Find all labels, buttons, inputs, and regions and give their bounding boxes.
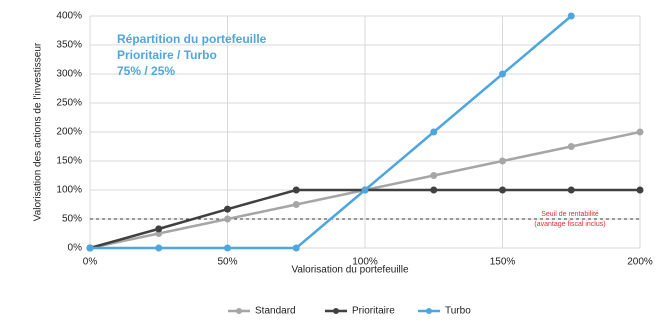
annotation: 75% / 25% (117, 64, 175, 78)
point (636, 128, 644, 136)
point (430, 128, 438, 136)
y-tick-label: 100% (56, 185, 82, 196)
x-tick-label: 100% (352, 257, 378, 268)
y-tick-label: 250% (56, 98, 82, 109)
legend-marker (426, 308, 432, 314)
x-tick-label: 200% (627, 257, 653, 268)
point (224, 215, 231, 223)
point (430, 172, 438, 179)
x-tick-label: 50% (217, 257, 237, 268)
legend-marker (333, 308, 339, 314)
point (636, 186, 644, 194)
y-tick-label: 400% (56, 11, 82, 22)
y-tick-label: 50% (62, 214, 82, 225)
point (499, 70, 506, 78)
point (224, 205, 231, 213)
series-line (90, 15, 573, 250)
point (155, 225, 163, 233)
y-tick-label: 300% (56, 69, 82, 80)
annotation: Répartition du portefeuille (117, 32, 267, 46)
point (292, 244, 300, 252)
point (361, 186, 369, 194)
point (567, 143, 575, 150)
y-tick-label: 150% (56, 156, 82, 167)
reference-sublabel: (avantage fiscal inclus) (534, 221, 605, 228)
legend-marker (236, 308, 242, 314)
point (224, 244, 231, 252)
legend-label: Turbo (445, 306, 471, 317)
point (567, 186, 575, 194)
y-tick-label: 200% (56, 127, 82, 138)
point (292, 201, 300, 208)
y-tick-label: 350% (56, 40, 82, 51)
x-tick-label: 150% (490, 257, 516, 268)
point (567, 12, 575, 20)
point (155, 244, 163, 252)
reference-label: Seuil de rentabilité (541, 211, 599, 218)
point (499, 157, 506, 165)
legend-label: Standard (255, 306, 296, 317)
annotation: Prioritaire / Turbo (117, 48, 217, 62)
point (430, 186, 438, 194)
y-tick-label: 0% (68, 243, 83, 254)
point (499, 186, 506, 194)
x-tick-label: 0% (83, 257, 98, 268)
point (86, 244, 94, 252)
y-axis-label: Valorisation des actions de l'investisse… (33, 42, 44, 221)
x-axis-label: Valorisation du portefeuille (291, 265, 409, 276)
point (292, 186, 300, 194)
legend-label: Prioritaire (352, 306, 395, 317)
